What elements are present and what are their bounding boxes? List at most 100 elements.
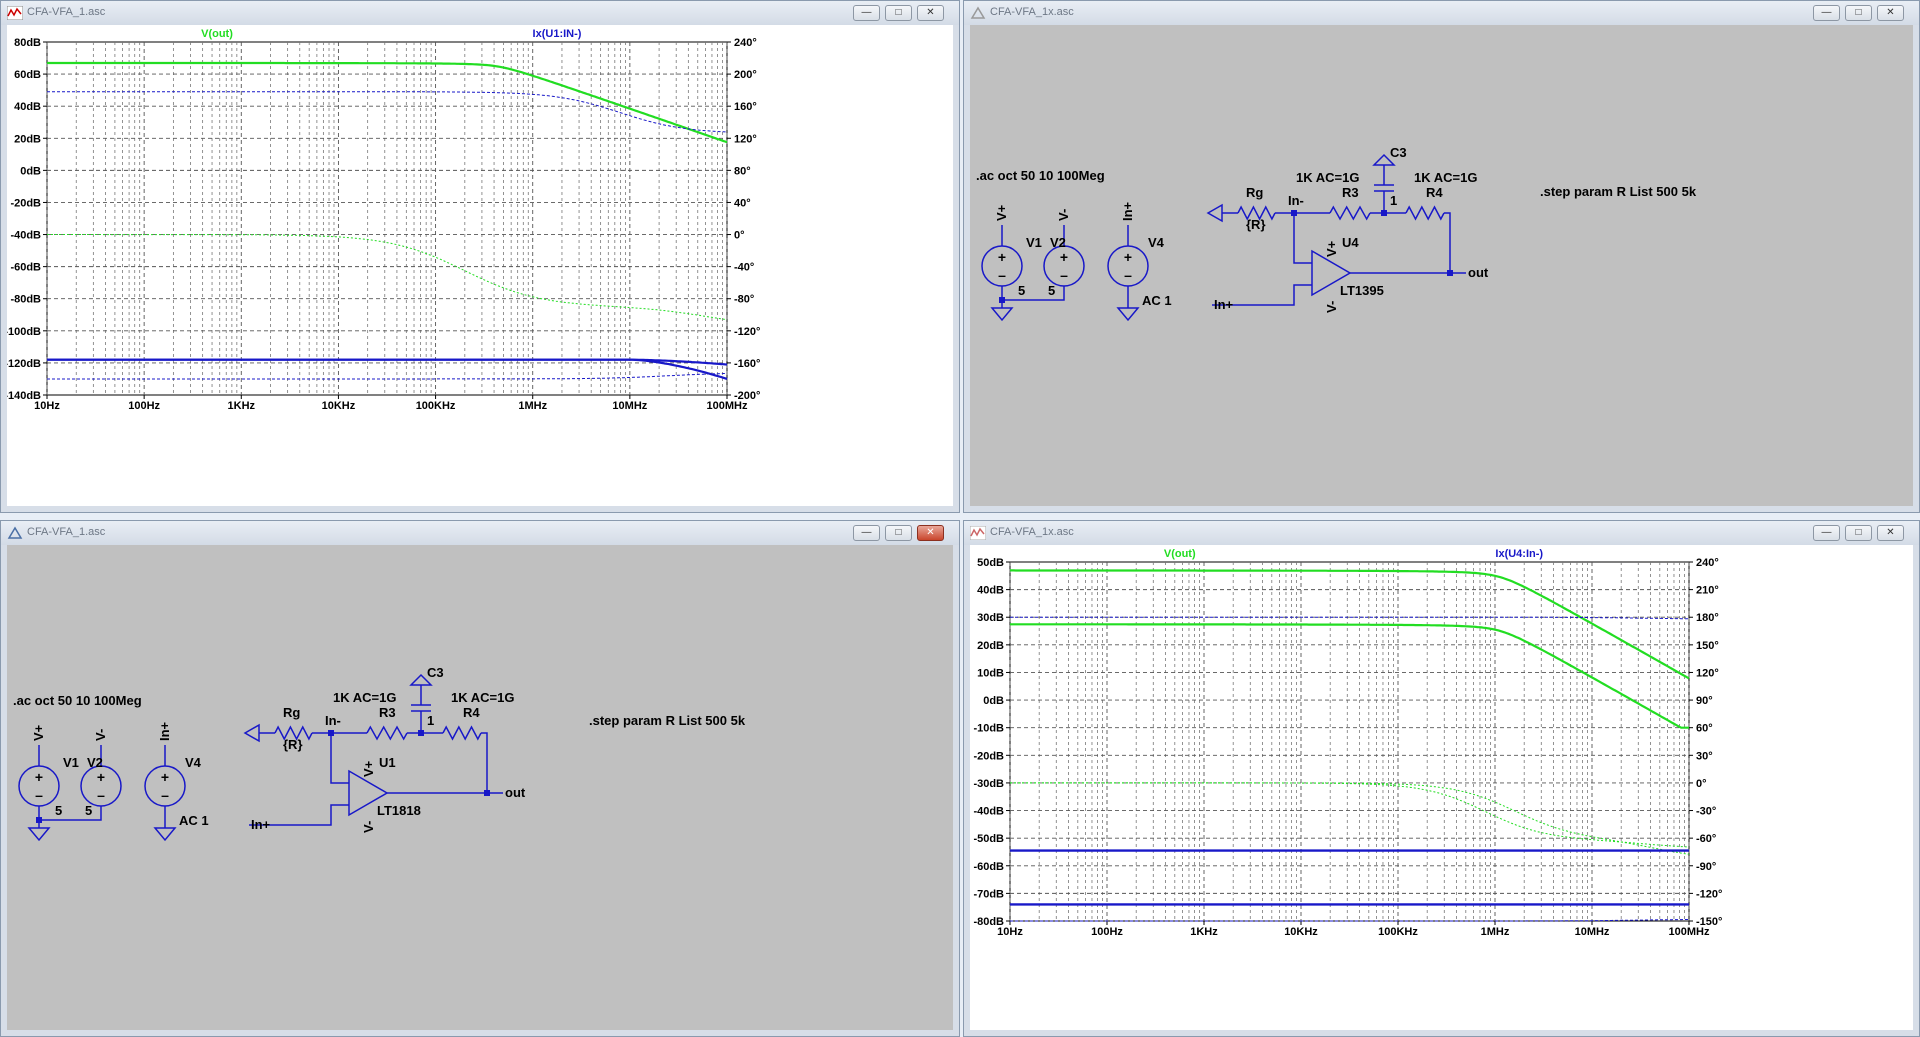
trace-label-ix[interactable]: Ix(U1:IN-): [533, 28, 582, 40]
trace-ix-phase-2[interactable]: [1010, 919, 1689, 922]
schematic-canvas[interactable]: .ac oct 50 10 100Meg .step param R List 5…: [7, 545, 953, 1030]
close-button[interactable]: ✕: [1877, 5, 1904, 21]
opamp-symbol[interactable]: [1311, 249, 1352, 297]
maximize-button[interactable]: □: [885, 525, 912, 541]
minimize-button[interactable]: —: [1813, 5, 1840, 21]
label-v2[interactable]: V2: [87, 755, 103, 770]
value-r3[interactable]: 1K AC=1G: [333, 690, 396, 705]
net-label-vplus[interactable]: V+: [994, 204, 1009, 221]
close-button[interactable]: ✕: [1877, 525, 1904, 541]
ac-directive[interactable]: .ac oct 50 10 100Meg: [976, 168, 1105, 183]
net-label-inminus[interactable]: In-: [1288, 193, 1304, 208]
minimize-button[interactable]: —: [1813, 525, 1840, 541]
minimize-button[interactable]: —: [853, 5, 880, 21]
maximize-button[interactable]: □: [1845, 525, 1872, 541]
value-c3[interactable]: 1: [427, 713, 434, 728]
minimize-button[interactable]: —: [853, 525, 880, 541]
step-directive[interactable]: .step param R List 500 5k: [1540, 184, 1697, 199]
value-v4[interactable]: AC 1: [1142, 293, 1172, 308]
label-c3[interactable]: C3: [1390, 145, 1407, 160]
net-label-inplus-input[interactable]: In+: [1214, 297, 1234, 312]
value-r3[interactable]: 1K AC=1G: [1296, 170, 1359, 185]
trace-label-vout[interactable]: V(out): [201, 28, 233, 40]
label-r4[interactable]: R4: [1426, 185, 1443, 200]
label-rg[interactable]: Rg: [1246, 185, 1263, 200]
resistor-r3[interactable]: [1329, 205, 1371, 221]
wire[interactable]: [1444, 212, 1451, 273]
net-label-out[interactable]: out: [505, 785, 526, 800]
bode-plot[interactable]: 10Hz 100Hz 1KHz 10KHz 100KHz 1MHz 10MHz 100MHz 8…: [7, 25, 953, 506]
step-directive[interactable]: .step param R List 500 5k: [589, 713, 746, 728]
label-c3[interactable]: C3: [427, 665, 444, 680]
value-v2[interactable]: 5: [85, 803, 92, 818]
value-rg[interactable]: {R}: [1246, 217, 1266, 232]
resistor-r3[interactable]: [366, 725, 408, 741]
ac-directive[interactable]: .ac oct 50 10 100Meg: [13, 693, 142, 708]
trace-vout-phase-2[interactable]: [1010, 782, 1690, 855]
trace-vout-phase[interactable]: [47, 234, 728, 321]
trace-vout-mag[interactable]: [1010, 569, 1690, 680]
close-button[interactable]: ✕: [917, 5, 944, 21]
label-r4[interactable]: R4: [463, 705, 480, 720]
trace-ix-phase[interactable]: [47, 91, 728, 133]
plot-frame[interactable]: [46, 41, 728, 396]
trace-ix-phase[interactable]: [1010, 616, 1689, 620]
plot-window-1[interactable]: CFA-VFA_1.asc — □ ✕ 10Hz 100Hz 1KHz 10KHz 10…: [0, 0, 960, 513]
wire[interactable]: [1001, 286, 1065, 301]
opamp-vplus[interactable]: V+: [361, 760, 376, 777]
trace-label-vout[interactable]: V(out): [1164, 548, 1196, 560]
value-v2[interactable]: 5: [1048, 283, 1055, 298]
label-rg[interactable]: Rg: [283, 705, 300, 720]
resistor-r4[interactable]: [1405, 205, 1445, 221]
wire[interactable]: [38, 806, 102, 821]
net-label-inplus-input[interactable]: In+: [251, 817, 271, 832]
title-bar[interactable]: CFA-VFA_1x.asc — □ ✕: [964, 1, 1919, 25]
wire[interactable]: [330, 733, 349, 784]
net-label-vminus[interactable]: V-: [93, 729, 108, 741]
net-label-vplus[interactable]: V+: [31, 724, 46, 741]
wire[interactable]: [481, 732, 488, 793]
wire[interactable]: [1293, 213, 1312, 264]
opamp-vminus[interactable]: V-: [361, 821, 376, 833]
trace-vout-mag-2[interactable]: [1010, 623, 1689, 729]
maximize-button[interactable]: □: [1845, 5, 1872, 21]
title-bar[interactable]: CFA-VFA_1x.asc — □ ✕: [964, 521, 1919, 545]
net-label-inplus[interactable]: In+: [1120, 201, 1135, 221]
plot-pane[interactable]: 10Hz 100Hz 1KHz 10KHz 100KHz 1MHz 10MHz 100MHz 8…: [7, 25, 953, 506]
label-v2[interactable]: V2: [1050, 235, 1066, 250]
plot-pane[interactable]: 10Hz 100Hz 1KHz 10KHz 100KHz 1MHz 10MHz 100MHz 5…: [970, 545, 1913, 1030]
label-r3[interactable]: R3: [379, 705, 396, 720]
value-r4[interactable]: 1K AC=1G: [1414, 170, 1477, 185]
label-v4[interactable]: V4: [185, 755, 202, 770]
value-r4[interactable]: 1K AC=1G: [451, 690, 514, 705]
value-v4[interactable]: AC 1: [179, 813, 209, 828]
title-bar[interactable]: CFA-VFA_1.asc — □ ✕: [1, 521, 959, 545]
opamp-vplus[interactable]: V+: [1324, 240, 1339, 257]
wire[interactable]: [1212, 284, 1312, 306]
bode-plot[interactable]: 10Hz 100Hz 1KHz 10KHz 100KHz 1MHz 10MHz 100MHz 5…: [970, 545, 1915, 1030]
net-label-out[interactable]: out: [1468, 265, 1489, 280]
title-bar[interactable]: CFA-VFA_1.asc — □ ✕: [1, 1, 959, 25]
plot-window-2[interactable]: CFA-VFA_1x.asc — □ ✕ 10Hz 100Hz 1KHz 10KHz 1…: [963, 520, 1920, 1037]
label-opamp[interactable]: U4: [1342, 235, 1359, 250]
schematic-window-1x[interactable]: CFA-VFA_1x.asc — □ ✕ .ac oct 50 10 100Me…: [963, 0, 1920, 513]
net-label-inplus[interactable]: In+: [157, 721, 172, 741]
net-label-vminus[interactable]: V-: [1056, 209, 1071, 221]
value-c3[interactable]: 1: [1390, 193, 1397, 208]
opamp-vminus[interactable]: V-: [1324, 301, 1339, 313]
opamp-symbol[interactable]: [348, 769, 389, 817]
resistor-rg[interactable]: [274, 725, 313, 741]
trace-ix-phase-2[interactable]: [47, 372, 728, 380]
trace-vout-mag[interactable]: [46, 61, 728, 144]
close-button[interactable]: ✕: [917, 525, 944, 541]
schematic[interactable]: .ac oct 50 10 100Meg .step param R List 5…: [970, 25, 1915, 508]
label-v1[interactable]: V1: [1026, 235, 1042, 250]
schematic[interactable]: .ac oct 50 10 100Meg .step param R List 5…: [7, 545, 955, 1032]
wire[interactable]: [249, 804, 349, 826]
trace-label-ix[interactable]: Ix(U4:In-): [1495, 548, 1543, 560]
value-v1[interactable]: 5: [1018, 283, 1025, 298]
label-opamp[interactable]: U1: [379, 755, 396, 770]
value-v1[interactable]: 5: [55, 803, 62, 818]
label-v4[interactable]: V4: [1148, 235, 1165, 250]
schematic-canvas[interactable]: .ac oct 50 10 100Meg .step param R List 5…: [970, 25, 1913, 506]
